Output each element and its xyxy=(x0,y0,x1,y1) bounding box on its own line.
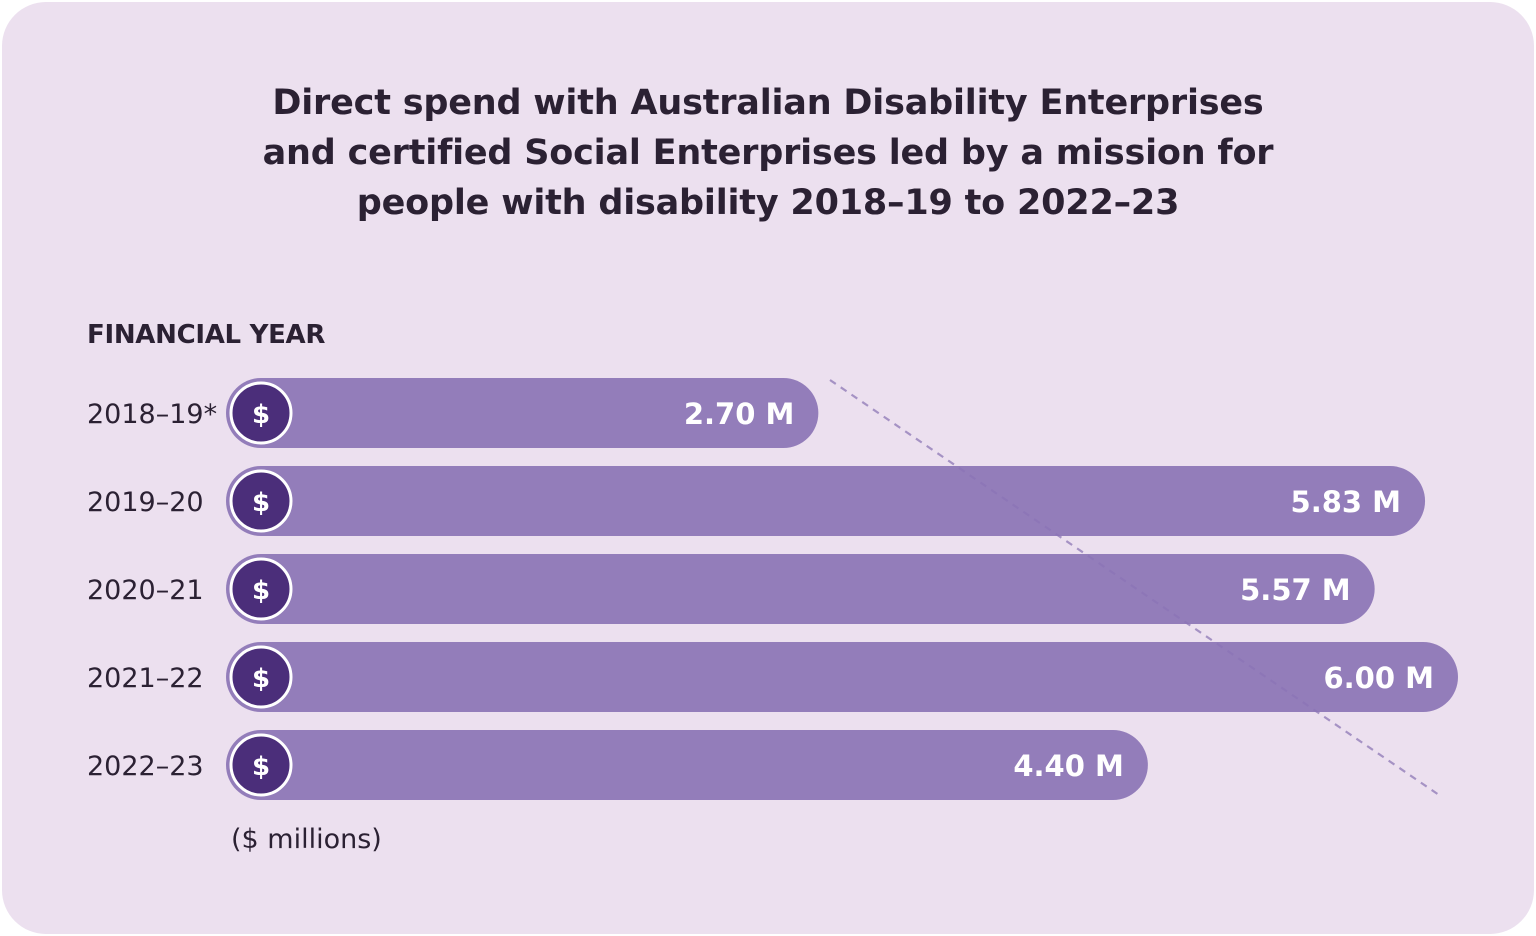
bar-row: 2018–19* $2.70 M xyxy=(87,378,819,448)
dollar-symbol: $ xyxy=(252,488,270,518)
bar xyxy=(226,554,1375,624)
chart-title-line-3: people with disability 2018–19 to 2022–2… xyxy=(356,183,1180,223)
value-label: 4.40 M xyxy=(1013,749,1124,783)
value-label: 6.00 M xyxy=(1323,661,1434,695)
unit-label: ($ millions) xyxy=(231,824,382,855)
value-label: 5.57 M xyxy=(1240,573,1351,607)
dollar-symbol: $ xyxy=(252,752,270,782)
category-label: 2019–20 xyxy=(87,487,204,518)
value-label: 2.70 M xyxy=(684,397,795,431)
dollar-coin-circle xyxy=(229,733,293,797)
chart-title-line-1: Direct spend with Australian Disability … xyxy=(272,83,1264,123)
dollar-coin-circle xyxy=(229,645,293,709)
y-axis-title: FINANCIAL YEAR xyxy=(87,320,326,350)
bar xyxy=(226,378,819,448)
dollar-coin-icon: $ xyxy=(229,469,293,533)
dollar-coin-icon: $ xyxy=(229,645,293,709)
bar-row: 2020–21 $5.57 M xyxy=(87,554,1375,624)
dollar-coin-icon: $ xyxy=(229,557,293,621)
dollar-coin-circle xyxy=(229,381,293,445)
bar xyxy=(226,730,1148,800)
category-label: 2021–22 xyxy=(87,663,204,694)
dollar-coin-icon: $ xyxy=(229,733,293,797)
chart-title: Direct spend with Australian Disability … xyxy=(2,78,1534,228)
category-label: 2022–23 xyxy=(87,751,204,782)
value-label: 5.83 M xyxy=(1291,485,1402,519)
dollar-coin-circle xyxy=(229,557,293,621)
dollar-coin-circle xyxy=(229,469,293,533)
dollar-symbol: $ xyxy=(252,576,270,606)
category-label: 2018–19* xyxy=(87,399,217,430)
dollar-symbol: $ xyxy=(252,400,270,430)
dollar-coin-icon: $ xyxy=(229,381,293,445)
bar xyxy=(226,466,1426,536)
bar-row: 2021–22 $6.00 M xyxy=(87,642,1458,712)
bar-row: 2022–23 $4.40 M xyxy=(87,730,1148,800)
category-label: 2020–21 xyxy=(87,575,204,606)
dollar-symbol: $ xyxy=(252,664,270,694)
bar-row: 2019–20 $5.83 M xyxy=(87,466,1426,536)
bar xyxy=(226,642,1458,712)
chart-title-line-2: and certified Social Enterprises led by … xyxy=(262,133,1274,173)
